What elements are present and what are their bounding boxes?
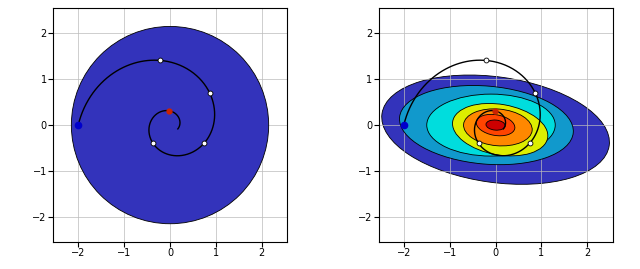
Ellipse shape	[463, 109, 532, 146]
Ellipse shape	[476, 114, 515, 136]
Circle shape	[127, 82, 214, 169]
Ellipse shape	[486, 120, 505, 130]
Circle shape	[90, 45, 250, 206]
Ellipse shape	[427, 94, 556, 156]
Circle shape	[108, 63, 232, 187]
Circle shape	[71, 26, 269, 224]
Ellipse shape	[381, 75, 609, 184]
Ellipse shape	[452, 104, 548, 156]
Circle shape	[157, 112, 183, 138]
Circle shape	[145, 100, 195, 150]
Ellipse shape	[399, 86, 573, 165]
